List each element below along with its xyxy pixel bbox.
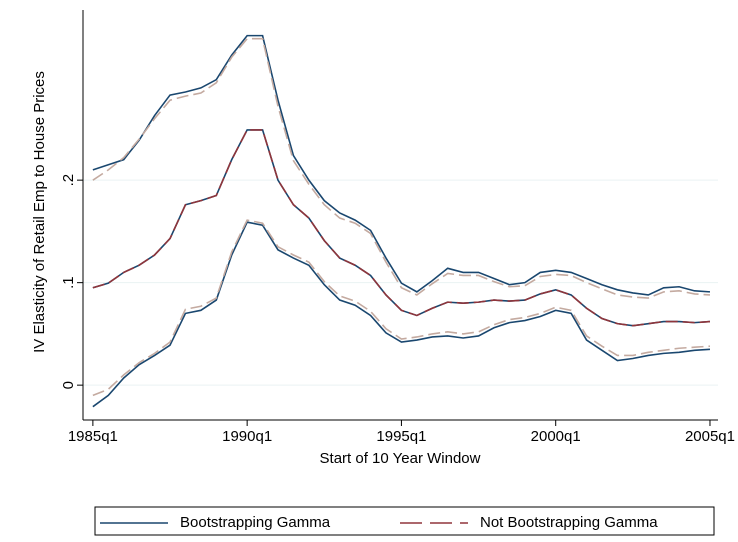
y-tick-label: 0 xyxy=(60,381,77,389)
ci-line xyxy=(92,219,711,397)
ci-line xyxy=(92,34,711,296)
x-tick-label: 1995q1 xyxy=(376,428,426,445)
x-tick-label: 1990q1 xyxy=(222,428,272,445)
ci-line xyxy=(92,37,711,299)
x-tick-label: 2005q1 xyxy=(685,428,735,445)
line xyxy=(92,129,711,327)
ci-line xyxy=(92,221,711,408)
y-tick-label: .2 xyxy=(60,174,77,187)
x-tick-label: 1985q1 xyxy=(68,428,118,445)
x-tick-label: 2000q1 xyxy=(531,428,581,445)
y-axis-title: IV Elasticity of Retail Emp to House Pri… xyxy=(31,71,48,353)
y-tick-label: .1 xyxy=(60,276,77,289)
x-axis-title: Start of 10 Year Window xyxy=(320,450,481,467)
legend-label: Not Bootstrapping Gamma xyxy=(480,514,658,531)
legend-label: Bootstrapping Gamma xyxy=(180,514,331,531)
legend-box xyxy=(94,506,715,536)
